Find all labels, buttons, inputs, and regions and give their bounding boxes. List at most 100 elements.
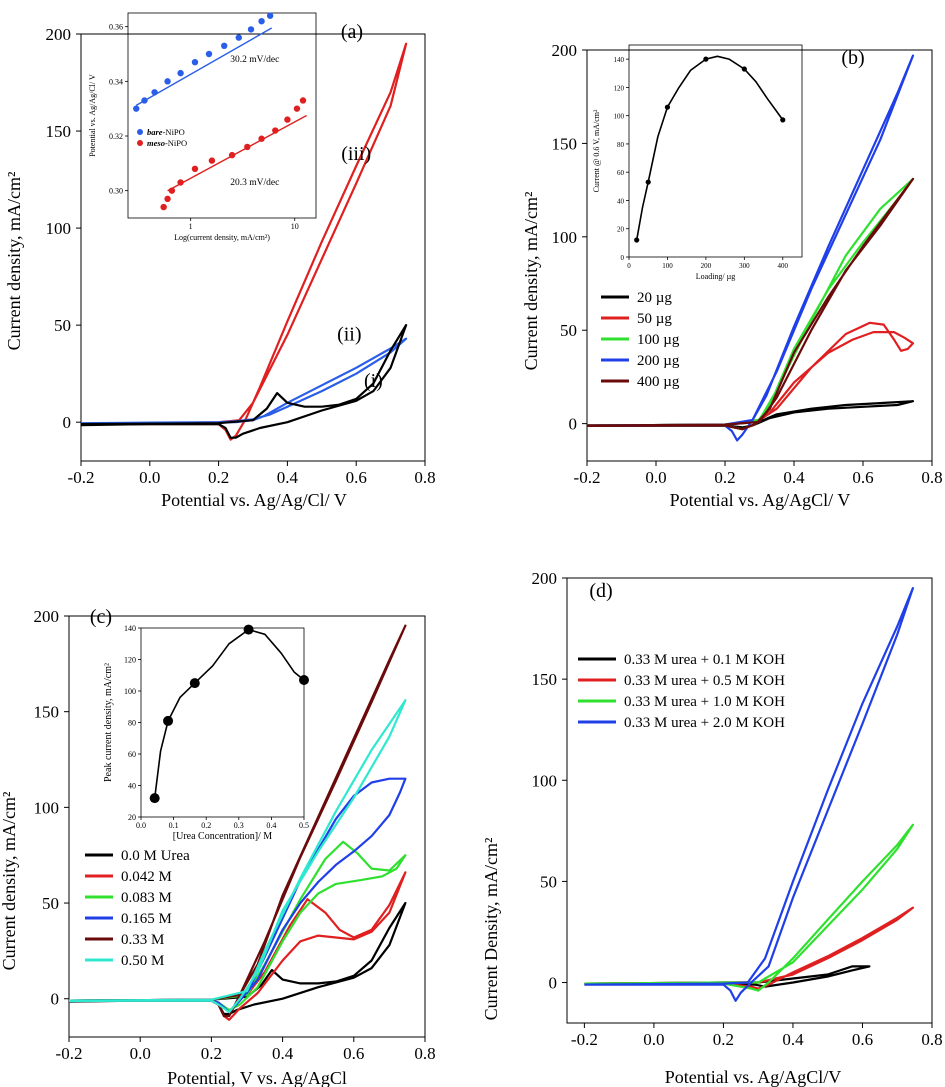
panel-label: (b) bbox=[841, 47, 864, 69]
panel-d: -0.2 0.0 0.2 0.4 0.6 0.8 0 50 100 150 200 bbox=[532, 569, 943, 1049]
inset-x-tick-label: 0.0 bbox=[136, 821, 146, 830]
x-tick-label: 0.8 bbox=[414, 1044, 435, 1063]
legend-entry: 0.33 M urea + 0.1 M KOH bbox=[624, 652, 785, 668]
x-tick-label: -0.2 bbox=[571, 1030, 598, 1049]
inset-y-tick-label: 120 bbox=[614, 84, 625, 92]
inset-point bbox=[189, 678, 200, 689]
inset-point bbox=[177, 179, 184, 186]
inset-y-tick-label: 0 bbox=[621, 254, 625, 262]
x-tick-label: 0.6 bbox=[852, 1030, 873, 1049]
inset-point bbox=[221, 42, 228, 49]
inset-frame bbox=[628, 44, 803, 258]
inset-point bbox=[191, 59, 199, 66]
y-tick-label: 200 bbox=[46, 25, 72, 44]
legend-entry: 20 µg bbox=[637, 290, 672, 306]
series-line bbox=[68, 871, 407, 1021]
panel-label: (c) bbox=[90, 606, 112, 628]
inset-x-tick-label: 0.2 bbox=[201, 821, 211, 830]
x-tick-label: 0.8 bbox=[921, 1030, 942, 1049]
x-tick-label: 0.2 bbox=[208, 468, 229, 487]
x-tick-label: 0.2 bbox=[713, 1030, 734, 1049]
inset-legend-marker bbox=[137, 129, 143, 135]
series-line bbox=[584, 906, 914, 990]
axes-frame bbox=[68, 615, 426, 1038]
inset-point bbox=[741, 66, 747, 72]
x-tick-label: 0.6 bbox=[346, 468, 367, 487]
x-axis-label: Potential vs. Ag/AgCl/ V bbox=[670, 490, 851, 510]
inset-y-tick-label: 20 bbox=[617, 226, 625, 234]
inset-point bbox=[163, 715, 174, 726]
inset-y-tick-label: 0.34 bbox=[109, 77, 123, 86]
axes-frame bbox=[586, 49, 933, 462]
y-axis-label: Current density, mA/cm² bbox=[0, 792, 19, 971]
inset-point bbox=[284, 116, 291, 123]
legend-entry: 0.33 M bbox=[121, 932, 164, 948]
inset-y-tick-label: 60 bbox=[617, 169, 625, 177]
axes-frame bbox=[566, 577, 933, 1024]
inset-point bbox=[133, 105, 140, 112]
inset-curve bbox=[635, 55, 784, 241]
series-line bbox=[586, 177, 915, 431]
inset-frame bbox=[127, 12, 317, 219]
x-tick-label: 0.6 bbox=[343, 1044, 364, 1063]
inset-point bbox=[258, 18, 265, 25]
annotation-label: (ii) bbox=[337, 324, 361, 346]
legend-entry: 50 µg bbox=[637, 311, 672, 327]
panel-label: (a) bbox=[341, 21, 363, 43]
inset-x-axis-label: Loading/ µg bbox=[696, 272, 736, 281]
inset-point bbox=[164, 195, 171, 203]
legend-entry: 0.0 M Urea bbox=[121, 848, 190, 864]
inset-point bbox=[703, 56, 709, 62]
inset-point bbox=[151, 89, 158, 96]
series-line bbox=[68, 840, 407, 1012]
inset-x-axis-label: [Urea Concentration]/ M bbox=[173, 831, 273, 842]
inset-y-tick-label: 40 bbox=[617, 197, 625, 205]
inset-x-tick-label: 400 bbox=[778, 262, 789, 270]
inset-point bbox=[191, 165, 199, 172]
x-tick-label: -0.2 bbox=[68, 468, 95, 487]
inset-fit-line bbox=[135, 27, 273, 107]
inset-x-tick-label: 0.5 bbox=[299, 821, 309, 830]
y-tick-label: 100 bbox=[532, 771, 558, 790]
inset-annotation: 20.3 mV/dec bbox=[230, 178, 279, 188]
y-tick-label: 0 bbox=[569, 415, 578, 434]
legend-entry: 0.042 M bbox=[121, 869, 172, 885]
y-tick-label: 100 bbox=[552, 228, 578, 247]
inset-y-axis-label: Potential vs. Ag/Ag/Cl/ V bbox=[88, 74, 97, 157]
inset-y-tick-label: 120 bbox=[124, 656, 136, 665]
inset-y-tick-label: 0.36 bbox=[109, 23, 123, 32]
x-tick-label: 0.8 bbox=[921, 468, 942, 487]
y-tick-label: 50 bbox=[42, 894, 59, 913]
inset-x-tick-label: 100 bbox=[662, 262, 673, 270]
series-line bbox=[80, 324, 408, 439]
legend: 0.0 M Urea 0.042 M 0.083 M 0.165 M 0.33 M 0.5… bbox=[85, 848, 190, 969]
inset-a: 1 10 0.30 0.32 0.34 0.36 Log(current density, … bbox=[88, 12, 317, 242]
y-tick-label: 0 bbox=[549, 974, 558, 993]
y-axis-label: Current Density, mA/cm² bbox=[481, 838, 501, 1021]
inset-y-axis-label: Peak current density, mA/cm² bbox=[103, 663, 114, 782]
inset-legend-entry: bare-NiPO bbox=[147, 127, 185, 137]
x-axis-label: Potential vs. Ag/Ag/Cl/ V bbox=[161, 490, 347, 510]
inset-fit-line bbox=[167, 114, 307, 192]
inset-point bbox=[780, 117, 786, 123]
inset-x-tick-label: 1 bbox=[189, 222, 193, 231]
y-tick-label: 0 bbox=[51, 990, 60, 1009]
series-line bbox=[584, 587, 914, 1002]
y-tick-label: 150 bbox=[532, 670, 558, 689]
x-tick-label: 0.4 bbox=[272, 1044, 294, 1063]
inset-point bbox=[247, 26, 255, 33]
inset-y-tick-label: 40 bbox=[128, 782, 136, 791]
y-tick-label: 50 bbox=[540, 872, 557, 891]
legend-entry: 200 µg bbox=[637, 353, 680, 369]
inset-x-tick-label: 0.4 bbox=[266, 821, 276, 830]
x-tick-label: 0.0 bbox=[643, 1030, 664, 1049]
inset-point bbox=[272, 127, 279, 134]
y-tick-label: 50 bbox=[54, 316, 71, 335]
inset-y-tick-label: 140 bbox=[124, 624, 136, 633]
inset-point bbox=[645, 179, 651, 185]
legend-entry: 0.33 M urea + 2.0 M KOH bbox=[624, 715, 785, 731]
inset-point bbox=[208, 157, 216, 164]
panel-label: (d) bbox=[589, 580, 612, 602]
